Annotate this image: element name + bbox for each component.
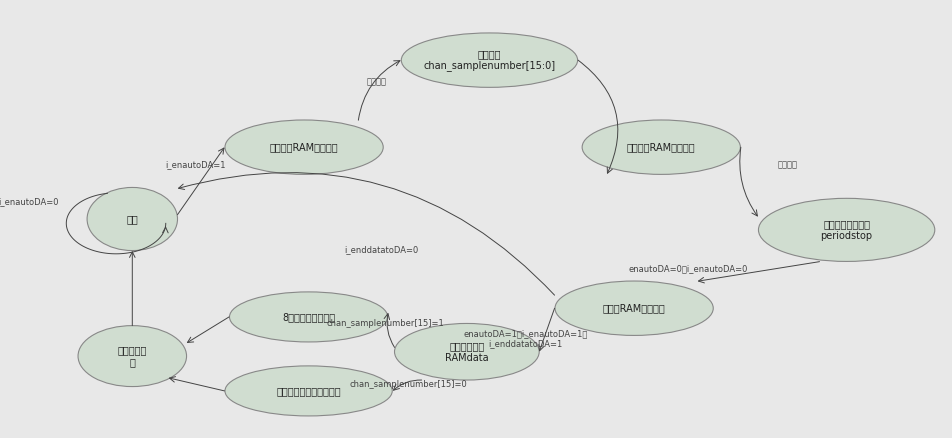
Text: 读写操作清
零: 读写操作清 零 xyxy=(118,345,147,367)
Text: 读取波形数据
RAMdata: 读取波形数据 RAMdata xyxy=(445,341,488,363)
Text: i_enautoDA=0: i_enautoDA=0 xyxy=(0,197,59,206)
Text: enautoDA=1且i_enautoDA=1且
i_enddatatoDA=1: enautoDA=1且i_enautoDA=1且 i_enddatatoDA=1 xyxy=(464,329,587,348)
Ellipse shape xyxy=(555,281,713,336)
Text: i_enautoDA=1: i_enautoDA=1 xyxy=(166,160,226,169)
Text: 发送读RAM数据指令: 发送读RAM数据指令 xyxy=(603,303,665,313)
Text: chan_samplenumber[15]=0: chan_samplenumber[15]=0 xyxy=(349,380,467,389)
Text: 读取数据
chan_samplenumber[15:0]: 读取数据 chan_samplenumber[15:0] xyxy=(424,49,556,71)
Text: enautoDA=0或i_enautoDA=0: enautoDA=0或i_enautoDA=0 xyxy=(628,265,748,274)
Ellipse shape xyxy=(759,198,935,261)
Ellipse shape xyxy=(225,366,392,416)
Ellipse shape xyxy=(582,120,741,174)
Ellipse shape xyxy=(394,323,539,380)
Text: 发送读取RAM数据指令: 发送读取RAM数据指令 xyxy=(627,142,696,152)
Text: chan_samplenumber[15]=1: chan_samplenumber[15]=1 xyxy=(327,319,445,328)
Ellipse shape xyxy=(78,325,187,387)
Text: 发送读取RAM数据指令: 发送读取RAM数据指令 xyxy=(269,142,338,152)
Text: 读取数据重复次数
periodstop: 读取数据重复次数 periodstop xyxy=(821,219,873,240)
Text: 数据有效: 数据有效 xyxy=(367,78,387,86)
Text: 空闲: 空闲 xyxy=(127,214,138,224)
Ellipse shape xyxy=(225,120,384,174)
Text: 8个通道都产生波形: 8个通道都产生波形 xyxy=(282,312,335,322)
Ellipse shape xyxy=(229,292,387,342)
Text: 数据有效: 数据有效 xyxy=(778,160,798,169)
Text: i_enddatatoDA=0: i_enddatatoDA=0 xyxy=(344,245,418,254)
Text: 开启某单独通道产生波形: 开启某单独通道产生波形 xyxy=(276,386,341,396)
Ellipse shape xyxy=(402,33,578,87)
Ellipse shape xyxy=(87,187,177,251)
